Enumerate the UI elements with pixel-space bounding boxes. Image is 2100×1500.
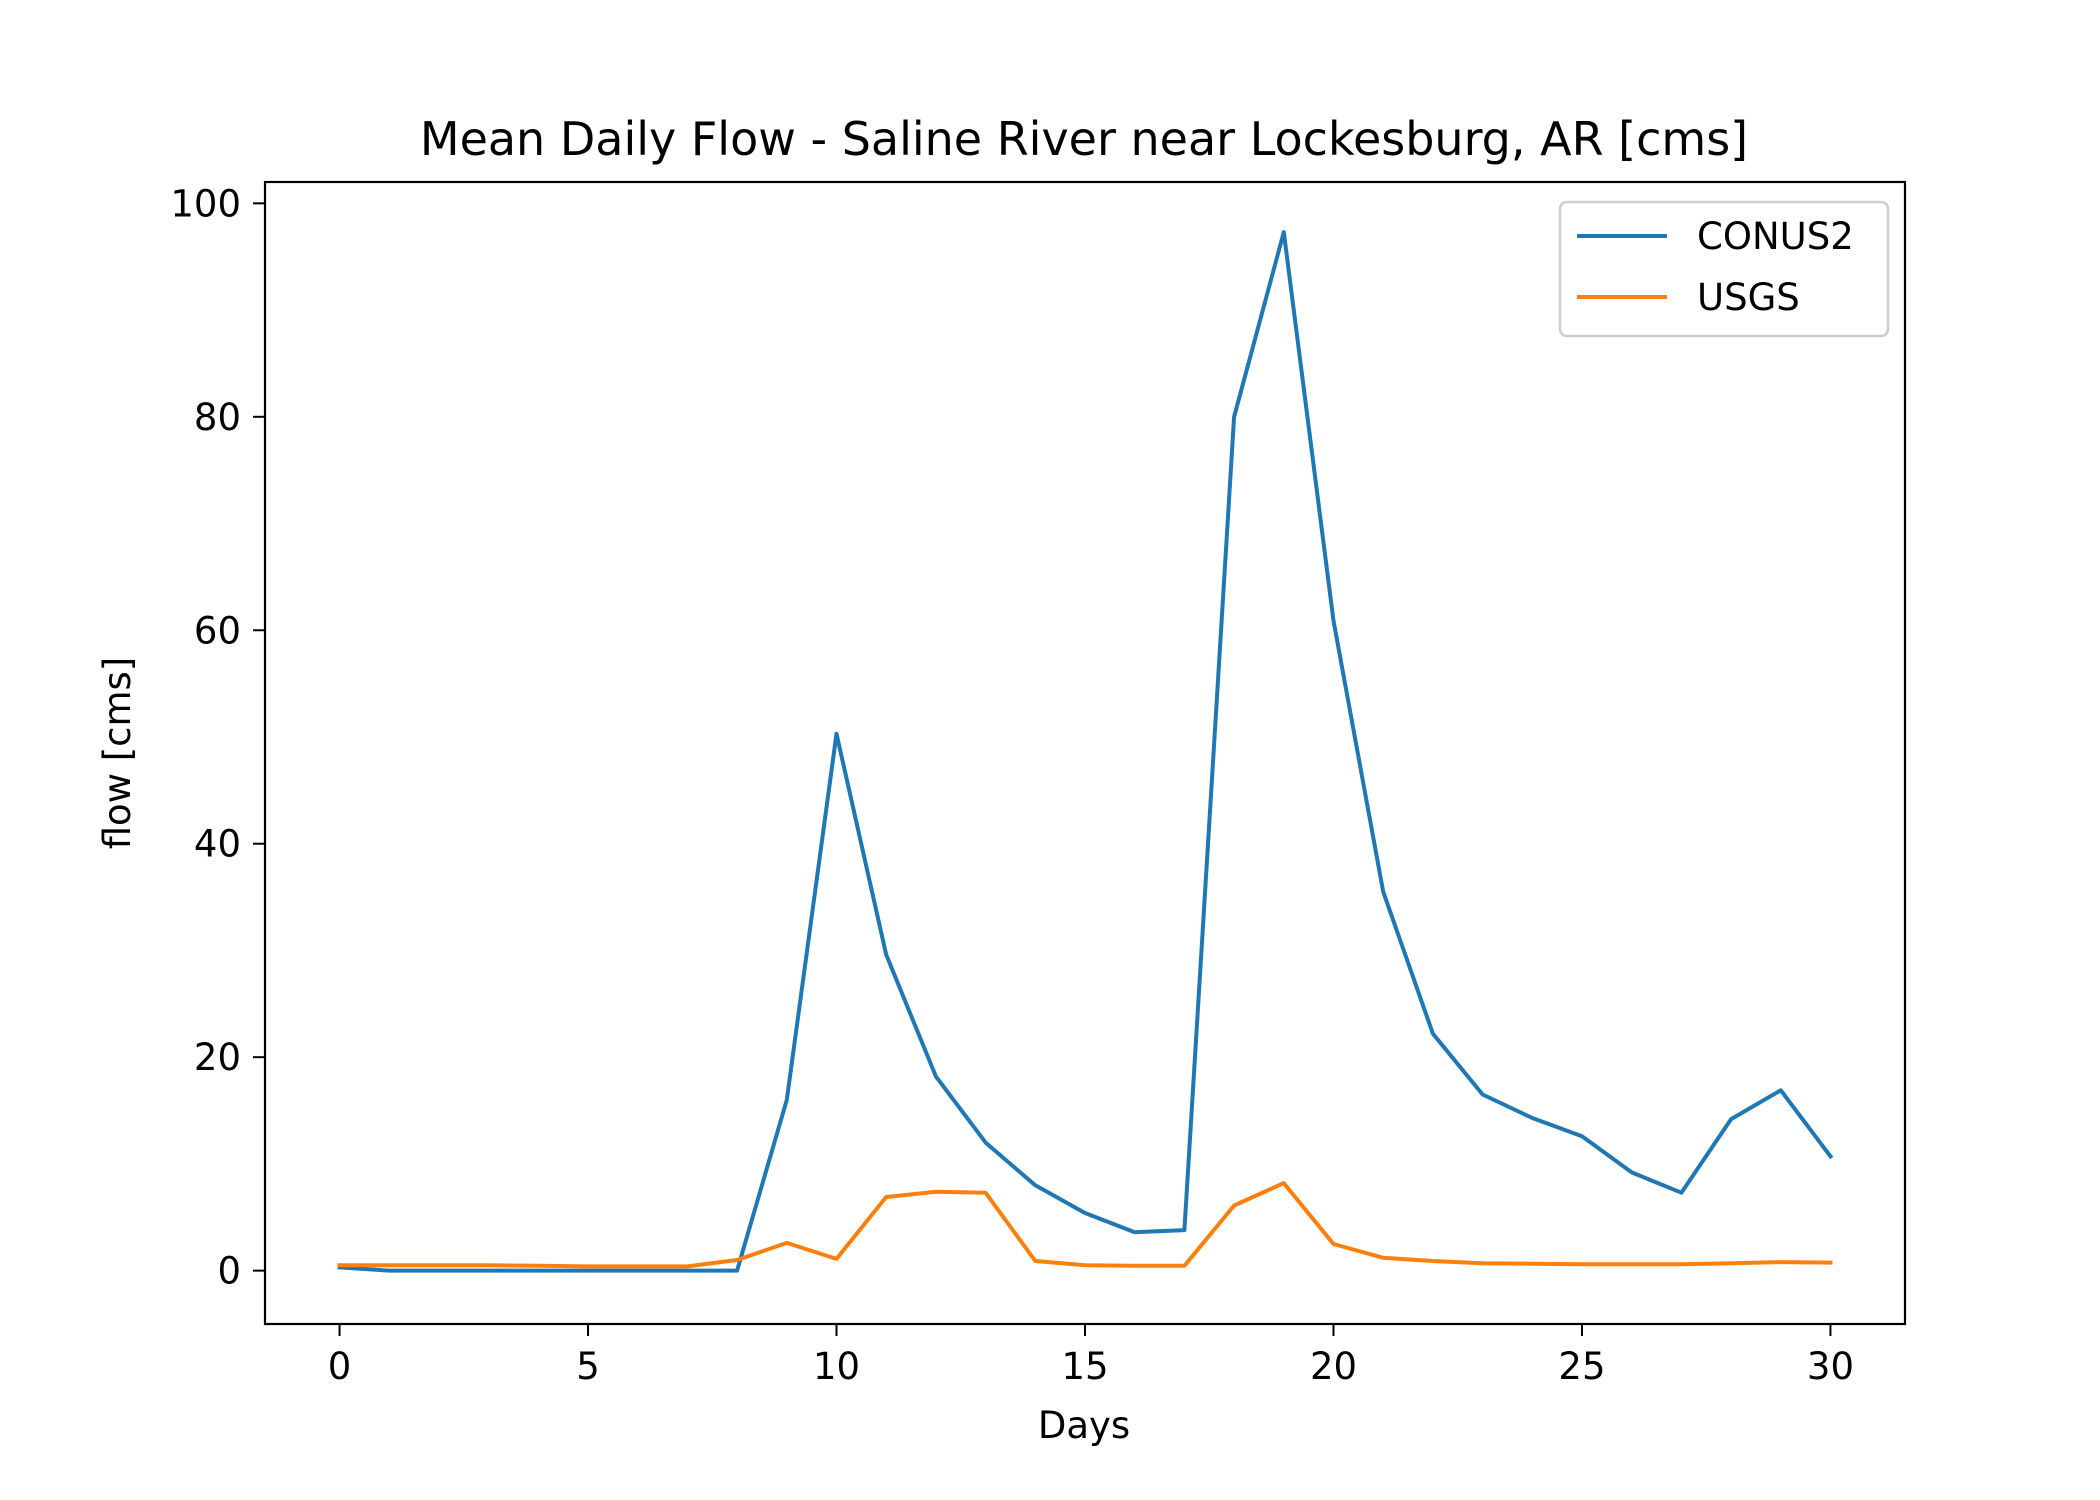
- axis-ticks: 0 5 10 15 20 25 30 0 20 40 60 80 100: [170, 182, 1854, 1388]
- legend-label-usgs: USGS: [1697, 276, 1800, 319]
- y-axis-label: flow [cms]: [96, 657, 139, 850]
- x-tick-label: 20: [1310, 1345, 1357, 1388]
- legend: CONUS2 USGS: [1558, 200, 1890, 338]
- y-tick-label: 80: [194, 396, 241, 439]
- x-tick-label: 0: [328, 1345, 352, 1388]
- x-tick-label: 10: [813, 1345, 860, 1388]
- series-lines: [337, 230, 1834, 1273]
- chart-title: Mean Daily Flow - Saline River near Lock…: [420, 112, 1748, 166]
- axes-frame: [263, 180, 1907, 1326]
- x-tick-label: 30: [1807, 1345, 1854, 1388]
- x-axis-label: Days: [1038, 1404, 1130, 1447]
- y-tick-label: 60: [194, 609, 241, 652]
- y-tick-label: 40: [194, 823, 241, 866]
- y-tick-label: 100: [170, 182, 241, 225]
- x-tick-label: 15: [1061, 1345, 1108, 1388]
- x-tick-label: 5: [576, 1345, 600, 1388]
- series-line-conus2: [337, 230, 1834, 1273]
- y-tick-label: 20: [194, 1036, 241, 1079]
- y-tick-label: 0: [217, 1250, 241, 1293]
- series-line-usgs: [337, 1181, 1833, 1269]
- legend-label-conus2: CONUS2: [1697, 215, 1854, 258]
- x-tick-label: 25: [1558, 1345, 1605, 1388]
